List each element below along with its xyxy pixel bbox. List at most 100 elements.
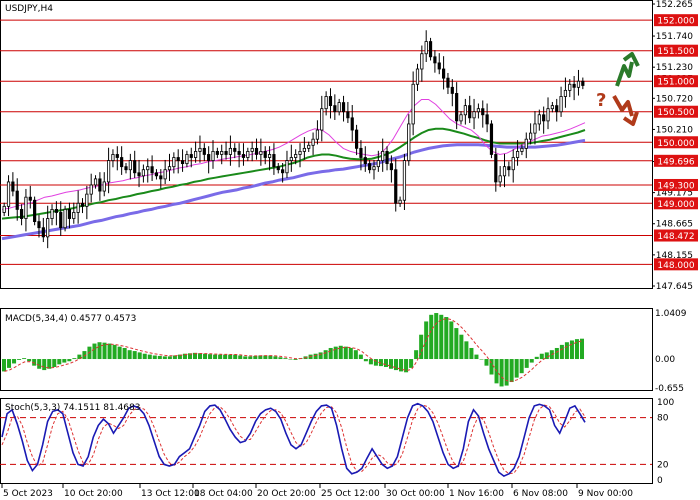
candle-body xyxy=(333,105,337,113)
candle-body xyxy=(524,138,528,149)
candle-body xyxy=(363,157,367,165)
candle-body xyxy=(115,154,119,158)
level-tag: 149.300 xyxy=(657,181,694,191)
macd-bar xyxy=(12,359,17,364)
candle xyxy=(276,163,280,174)
candle xyxy=(507,161,511,177)
candle-body xyxy=(576,80,581,88)
macd-bar xyxy=(278,357,283,360)
candle-body xyxy=(102,181,106,192)
candle xyxy=(211,140,215,169)
candle-body xyxy=(85,193,89,207)
price-tick-label: 151.230 xyxy=(656,63,693,73)
candle xyxy=(259,138,263,166)
candle-body xyxy=(237,151,241,155)
candle xyxy=(481,100,485,128)
candle-body xyxy=(420,53,424,70)
candle-body xyxy=(28,196,32,201)
macd-bar xyxy=(479,359,484,360)
candle xyxy=(167,153,172,182)
candle xyxy=(150,155,154,182)
candle-body xyxy=(19,208,24,219)
candle xyxy=(67,202,72,229)
candle xyxy=(568,79,572,98)
time-tick-label: 20 Oct 20:00 xyxy=(257,489,316,499)
candle xyxy=(359,140,363,171)
candle-body xyxy=(515,151,520,158)
candle xyxy=(381,138,385,172)
candle xyxy=(263,146,267,165)
macd-bar xyxy=(223,354,228,360)
candle-body xyxy=(159,175,163,180)
candle xyxy=(328,88,333,119)
candle xyxy=(19,204,24,226)
candle-body xyxy=(272,154,276,168)
candle xyxy=(442,56,446,90)
candle-body xyxy=(376,160,380,168)
macd-bar xyxy=(77,354,82,360)
candle-body xyxy=(6,181,11,207)
candle-body xyxy=(446,77,450,88)
macd-bar xyxy=(117,346,122,360)
candle-body xyxy=(89,184,93,195)
level-tag: 152.000 xyxy=(657,17,694,27)
candle-body xyxy=(141,169,145,177)
candle-body xyxy=(259,151,263,155)
macd-bar xyxy=(414,350,419,360)
macd-bar xyxy=(208,354,213,360)
candle-body xyxy=(137,172,141,177)
candle-body xyxy=(468,105,472,119)
candle-body xyxy=(120,157,124,168)
candle xyxy=(54,201,58,226)
macd-bar xyxy=(333,346,338,360)
candle-body xyxy=(372,166,376,171)
candle xyxy=(154,169,159,180)
macd-bar xyxy=(198,353,203,360)
candle-body xyxy=(537,114,541,125)
candle xyxy=(111,149,115,168)
candle xyxy=(555,98,559,122)
macd-bar xyxy=(434,313,439,360)
macd-bar xyxy=(37,359,42,369)
macd-bar xyxy=(383,359,388,367)
candle xyxy=(302,137,306,160)
macd-bar xyxy=(283,358,288,360)
candle-body xyxy=(533,123,537,134)
candle-body xyxy=(398,199,402,204)
candle-body xyxy=(202,147,206,155)
candle xyxy=(285,150,289,178)
price-tick-label: 149.175 xyxy=(656,189,693,199)
candle xyxy=(394,158,398,212)
macd-bar xyxy=(248,356,253,360)
price-tick-label: 148.155 xyxy=(656,251,693,261)
candle-body xyxy=(241,154,246,158)
candle-body xyxy=(33,199,37,223)
candle-body xyxy=(163,169,167,180)
macd-bar xyxy=(97,342,102,360)
candle xyxy=(298,143,302,168)
candle-body xyxy=(385,151,389,165)
candle xyxy=(202,143,206,162)
candle xyxy=(563,77,568,108)
candle xyxy=(33,196,37,226)
candle xyxy=(420,45,424,82)
candle xyxy=(85,185,89,220)
macd-bar xyxy=(318,352,323,360)
candle xyxy=(128,153,132,180)
macd-label: MACD(5,34,4) 0.4577 0.4573 xyxy=(5,314,136,324)
candle-body xyxy=(402,160,407,201)
candle-body xyxy=(146,166,150,171)
macd-bar xyxy=(519,359,524,374)
candle xyxy=(354,124,359,156)
candle-body xyxy=(302,147,306,152)
candle-body xyxy=(150,166,154,174)
candle-body xyxy=(411,83,415,125)
candle-body xyxy=(529,132,533,140)
candle-body xyxy=(285,160,289,174)
candle xyxy=(450,79,454,107)
candle-body xyxy=(228,147,233,155)
candle-body xyxy=(80,202,85,207)
candle-body xyxy=(520,147,524,152)
candle xyxy=(398,196,402,207)
